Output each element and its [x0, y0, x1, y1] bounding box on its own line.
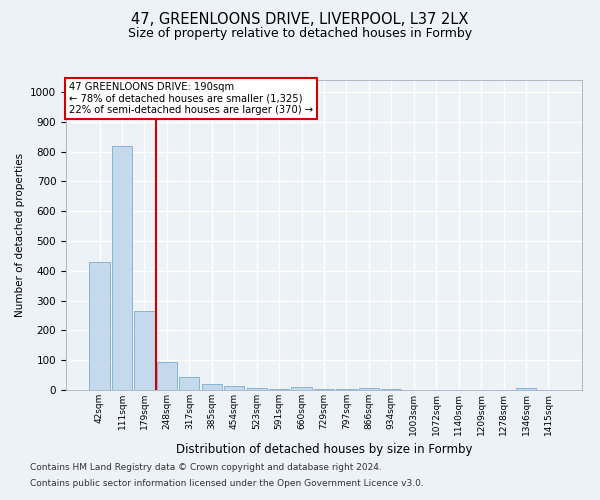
- Bar: [314, 389, 334, 390]
- Y-axis label: Number of detached properties: Number of detached properties: [14, 153, 25, 317]
- Bar: [134, 311, 155, 390]
- Text: Contains HM Land Registry data © Crown copyright and database right 2024.: Contains HM Land Registry data © Crown c…: [30, 464, 382, 472]
- Text: Contains public sector information licensed under the Open Government Licence v3: Contains public sector information licen…: [30, 478, 424, 488]
- X-axis label: Distribution of detached houses by size in Formby: Distribution of detached houses by size …: [176, 443, 472, 456]
- Bar: [359, 388, 379, 390]
- Bar: [89, 262, 110, 390]
- Bar: [337, 389, 356, 390]
- Bar: [292, 387, 311, 390]
- Bar: [157, 362, 177, 390]
- Bar: [224, 386, 244, 390]
- Text: 47, GREENLOONS DRIVE, LIVERPOOL, L37 2LX: 47, GREENLOONS DRIVE, LIVERPOOL, L37 2LX: [131, 12, 469, 28]
- Bar: [112, 146, 132, 390]
- Bar: [516, 388, 536, 390]
- Text: 47 GREENLOONS DRIVE: 190sqm
← 78% of detached houses are smaller (1,325)
22% of : 47 GREENLOONS DRIVE: 190sqm ← 78% of det…: [68, 82, 313, 115]
- Bar: [202, 384, 222, 390]
- Text: Size of property relative to detached houses in Formby: Size of property relative to detached ho…: [128, 28, 472, 40]
- Bar: [179, 376, 199, 390]
- Bar: [247, 388, 267, 390]
